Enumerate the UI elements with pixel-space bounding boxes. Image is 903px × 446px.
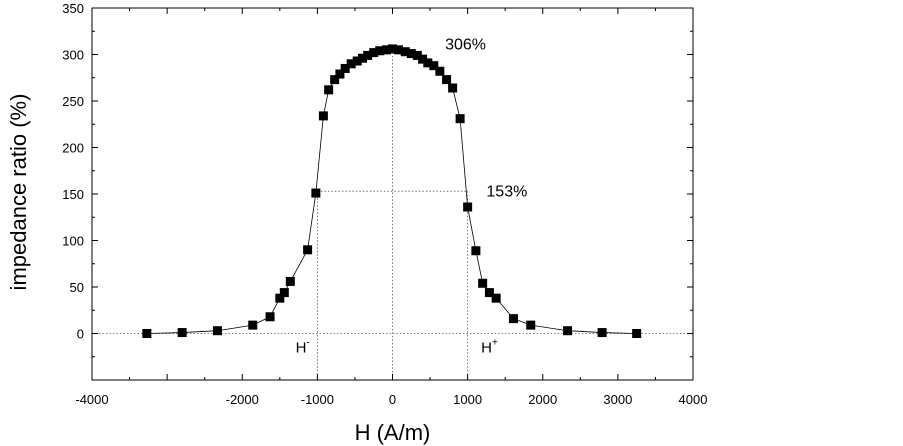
data-point-35 bbox=[471, 246, 481, 256]
data-point-8 bbox=[303, 245, 313, 255]
data-point-14 bbox=[340, 63, 350, 73]
y-tick-label-3: 150 bbox=[62, 187, 84, 202]
annotation-2: H- bbox=[296, 337, 310, 356]
annotation-3: H+ bbox=[481, 337, 498, 356]
data-point-25 bbox=[406, 49, 416, 59]
data-point-30 bbox=[435, 66, 445, 76]
data-point-29 bbox=[429, 61, 439, 71]
x-tick-label-4: 0 bbox=[389, 392, 396, 407]
data-point-27 bbox=[418, 54, 428, 64]
data-point-36 bbox=[478, 278, 488, 288]
y-axis-ticks: 0 50 100 150 200 250 300 350 bbox=[62, 1, 693, 358]
data-point-11 bbox=[324, 85, 334, 95]
data-point-21 bbox=[381, 45, 391, 55]
x-tick-label-8: 4000 bbox=[679, 392, 708, 407]
data-point-22 bbox=[388, 44, 397, 54]
y-tick-label-5: 250 bbox=[62, 94, 84, 109]
annotation-0: 306% bbox=[445, 36, 486, 53]
data-point-5 bbox=[275, 293, 285, 303]
data-point-31 bbox=[442, 75, 452, 85]
data-point-42 bbox=[597, 328, 607, 338]
x-tick-label-6: 2000 bbox=[528, 392, 557, 407]
data-point-0 bbox=[142, 329, 152, 338]
x-tick-label-5: 1000 bbox=[453, 392, 482, 407]
data-point-34 bbox=[463, 202, 473, 212]
data-point-24 bbox=[400, 47, 410, 57]
data-point-12 bbox=[330, 75, 340, 85]
data-point-9 bbox=[311, 188, 321, 198]
x-axis-ticks: -4000 -2000 -1000 0 1000 2000 3000 4000 bbox=[75, 8, 707, 407]
y-tick-label-1: 50 bbox=[70, 280, 84, 295]
y-tick-label-0: 0 bbox=[77, 327, 84, 342]
data-point-26 bbox=[412, 50, 422, 60]
x-tick-label-0: -4000 bbox=[75, 392, 108, 407]
data-point-3 bbox=[248, 320, 258, 330]
data-point-23 bbox=[394, 45, 404, 55]
data-point-39 bbox=[508, 314, 518, 324]
y-tick-label-7: 350 bbox=[62, 1, 84, 16]
series-points bbox=[142, 44, 642, 338]
x-tick-label-2: -2000 bbox=[226, 392, 259, 407]
data-point-15 bbox=[346, 59, 356, 69]
x-axis-title: H (A/m) bbox=[355, 420, 431, 445]
data-point-17 bbox=[357, 53, 367, 63]
data-point-32 bbox=[448, 83, 458, 93]
annotation-1: 153% bbox=[486, 183, 527, 200]
data-point-18 bbox=[363, 50, 373, 60]
data-point-37 bbox=[484, 288, 494, 298]
y-tick-label-4: 200 bbox=[62, 141, 84, 156]
y-axis-title: impedance ratio (%) bbox=[6, 94, 31, 291]
x-tick-label-3: -1000 bbox=[301, 392, 334, 407]
data-point-7 bbox=[285, 276, 295, 286]
data-point-13 bbox=[335, 69, 345, 79]
data-point-38 bbox=[491, 293, 501, 303]
data-point-10 bbox=[318, 111, 328, 121]
data-point-6 bbox=[279, 288, 289, 298]
data-point-43 bbox=[632, 329, 642, 338]
y-tick-label-2: 100 bbox=[62, 234, 84, 249]
annotations: 306% 153% H- H+ bbox=[296, 36, 528, 356]
data-point-2 bbox=[212, 326, 222, 336]
data-point-41 bbox=[563, 326, 573, 336]
data-point-19 bbox=[369, 48, 379, 58]
data-point-28 bbox=[423, 58, 433, 68]
data-point-4 bbox=[265, 312, 275, 322]
x-tick-label-7: 3000 bbox=[603, 392, 632, 407]
data-point-33 bbox=[455, 114, 465, 124]
data-point-1 bbox=[177, 328, 187, 338]
data-point-16 bbox=[352, 56, 362, 66]
data-point-20 bbox=[375, 46, 385, 56]
guide-lines bbox=[92, 48, 693, 380]
data-point-40 bbox=[526, 320, 536, 330]
y-tick-label-6: 300 bbox=[62, 48, 84, 63]
